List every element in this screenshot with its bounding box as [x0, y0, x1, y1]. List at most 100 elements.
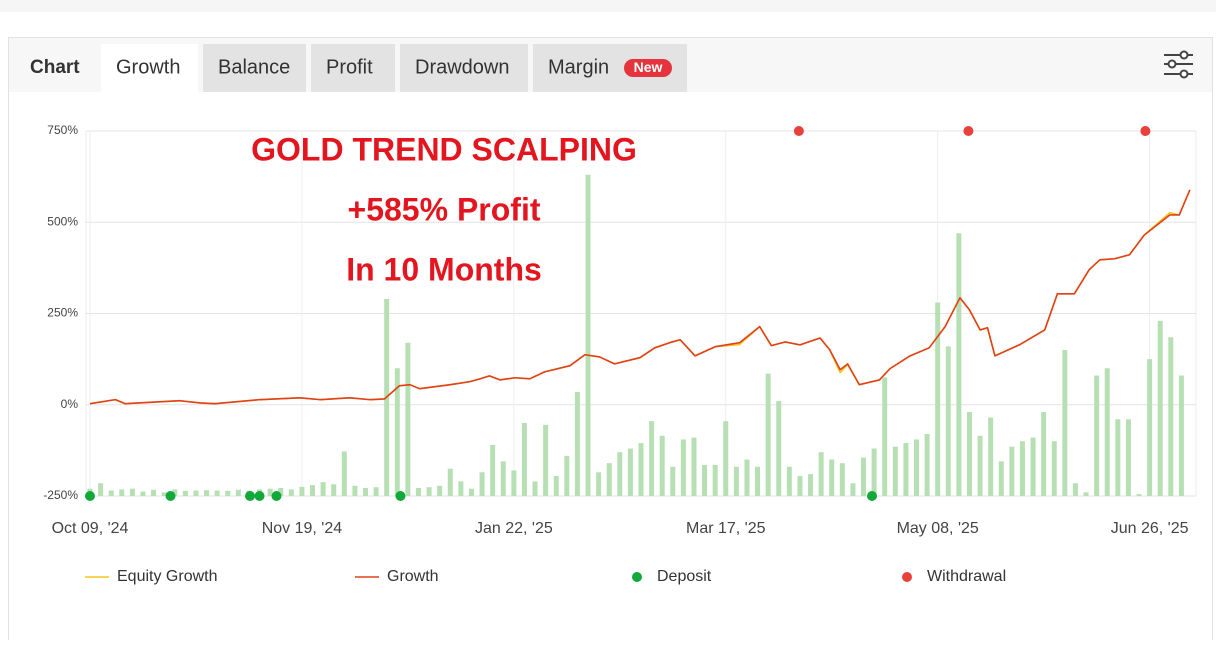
bar [935, 302, 941, 496]
bar [861, 457, 867, 496]
bar [1104, 368, 1110, 496]
y-tick-label: 0% [61, 397, 79, 411]
legend-label: Withdrawal [927, 568, 1006, 585]
badge-label: New [634, 59, 663, 75]
annotation: GOLD TREND SCALPING [251, 131, 637, 167]
y-tick-label: -250% [43, 488, 78, 502]
tab[interactable] [203, 44, 306, 92]
bar [225, 490, 231, 496]
bar [765, 373, 771, 496]
bar [511, 470, 517, 496]
bar [214, 490, 220, 496]
bar [659, 435, 665, 496]
deposit-marker [85, 491, 95, 501]
bar [108, 490, 114, 496]
bar [1041, 412, 1047, 496]
bar [235, 489, 241, 496]
bar [1136, 494, 1142, 496]
bar [627, 448, 633, 496]
tab[interactable] [311, 44, 395, 92]
bar [151, 489, 157, 496]
bar [1072, 483, 1078, 496]
y-tick-label: 750% [47, 123, 78, 137]
deposit-marker [245, 491, 256, 501]
bar [553, 475, 559, 496]
bar [1115, 419, 1121, 496]
bar [914, 439, 919, 496]
annotation: +585% Profit [348, 191, 541, 227]
bar [1125, 419, 1131, 496]
legend-label: Deposit [657, 568, 712, 585]
y-tick-label: 500% [47, 214, 78, 228]
bar [617, 452, 623, 496]
bar [363, 487, 368, 496]
badge [624, 59, 672, 77]
bar [744, 459, 750, 496]
bar [479, 472, 485, 496]
bar [585, 174, 591, 497]
bar [945, 346, 951, 496]
bar [415, 487, 421, 496]
bar [903, 443, 909, 496]
bar [490, 444, 496, 496]
bar [924, 433, 930, 496]
filter-icon[interactable] [1164, 50, 1193, 79]
bar [797, 475, 803, 496]
bar [458, 481, 464, 496]
bar [320, 482, 326, 496]
bar [998, 461, 1004, 496]
bar [405, 342, 411, 496]
deposit-marker [271, 491, 282, 501]
tab-label: Growth [116, 56, 180, 78]
bar [1157, 320, 1163, 496]
bar [956, 233, 962, 496]
bar [426, 487, 432, 496]
legend-label: Growth [387, 568, 439, 585]
bar [278, 487, 284, 496]
bar [1009, 446, 1015, 496]
bar [98, 483, 104, 496]
bar [437, 485, 443, 496]
x-tick-label: Jan 22, '25 [475, 520, 553, 537]
bar [521, 423, 527, 496]
bar [310, 485, 316, 496]
bar [871, 448, 877, 496]
bar [468, 488, 474, 496]
line [89, 189, 1191, 405]
bar [882, 377, 888, 496]
bar [839, 463, 845, 496]
bar [1083, 492, 1089, 496]
withdrawal-marker [963, 126, 974, 136]
deposit-marker [866, 491, 877, 501]
bar [331, 484, 337, 496]
bar [1094, 375, 1100, 496]
bar [1178, 375, 1184, 496]
bar [712, 464, 718, 496]
bar [649, 421, 655, 496]
bar [1147, 359, 1153, 496]
bar [1168, 337, 1174, 496]
tab-group-label: Chart [30, 57, 80, 78]
tab[interactable] [101, 44, 198, 92]
bar [299, 486, 305, 496]
bar [574, 391, 580, 496]
tab-label: Balance [218, 56, 290, 78]
bar [966, 412, 972, 496]
bar [733, 466, 739, 496]
deposit-marker [395, 491, 406, 501]
bar [818, 452, 824, 496]
bar [267, 488, 273, 496]
bar [193, 490, 199, 496]
bar [638, 443, 644, 496]
tab[interactable] [400, 44, 528, 92]
x-tick-label: Mar 17, '25 [686, 520, 766, 537]
tab-label: Drawdown [415, 56, 509, 78]
withdrawal-marker [1140, 126, 1151, 136]
bar [776, 401, 782, 496]
bar [1051, 441, 1057, 496]
legend-swatch [902, 572, 912, 582]
bar [172, 489, 178, 496]
bar [606, 463, 612, 496]
bar [596, 472, 602, 496]
